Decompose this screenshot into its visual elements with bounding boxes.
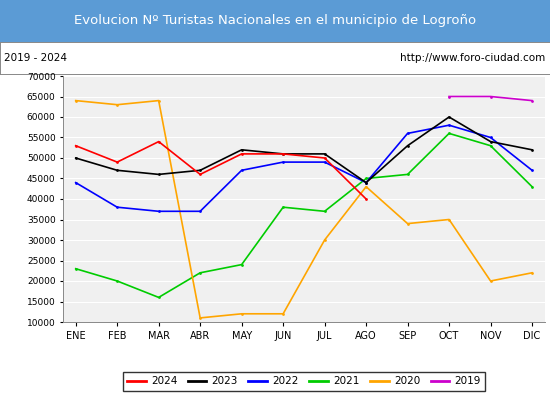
Text: 2019 - 2024: 2019 - 2024	[4, 53, 68, 63]
Text: Evolucion Nº Turistas Nacionales en el municipio de Logroño: Evolucion Nº Turistas Nacionales en el m…	[74, 14, 476, 27]
Text: http://www.foro-ciudad.com: http://www.foro-ciudad.com	[400, 53, 546, 63]
Legend: 2024, 2023, 2022, 2021, 2020, 2019: 2024, 2023, 2022, 2021, 2020, 2019	[123, 372, 485, 390]
